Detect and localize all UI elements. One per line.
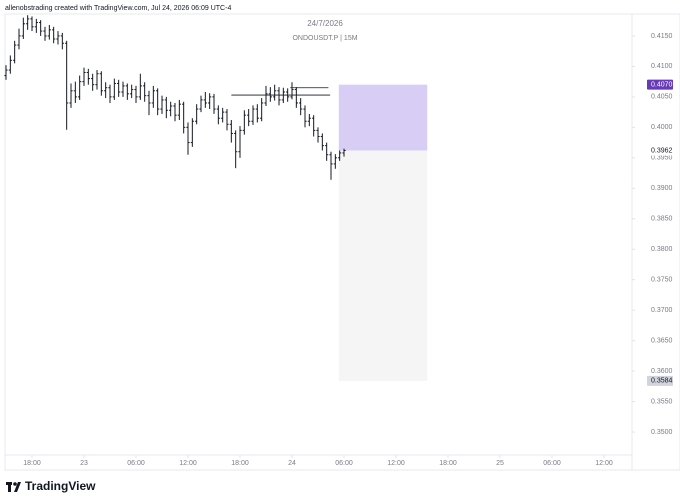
header: allenobstrading created with TradingView… [5, 5, 231, 12]
stop-price-label-bg [647, 375, 673, 386]
x-tick-label: 06:00 [543, 460, 561, 467]
x-tick-label: 12:00 [387, 460, 405, 467]
x-tick-label: 06:00 [335, 460, 353, 467]
x-tick-label: 18:00 [231, 460, 249, 467]
x-tick-label: 06:00 [127, 460, 145, 467]
y-tick-label: 0.3650 [651, 337, 673, 344]
x-tick-label: 25 [496, 460, 504, 467]
x-tick-label: 18:00 [439, 460, 457, 467]
y-tick-label: 0.3700 [651, 307, 673, 314]
brand: TradingView [25, 479, 96, 493]
last-price-label: 0.3962 [651, 147, 673, 154]
x-tick-label: 23 [80, 460, 88, 467]
chart-subtitle: ONDOUSDT.P | 15M [292, 35, 357, 42]
y-tick-label: 0.3550 [651, 398, 673, 405]
brand-logo [6, 482, 21, 492]
y-tick-label: 0.3500 [651, 429, 673, 436]
chart-title: 24/7/2026 [307, 19, 343, 28]
target-zone [338, 84, 428, 151]
stop-zone [338, 150, 428, 381]
y-tick-label: 0.3900 [651, 185, 673, 192]
target-price-label-bg [647, 79, 673, 90]
y-tick-label: 0.3950 [651, 155, 673, 162]
y-tick-label: 0.4050 [651, 94, 673, 101]
y-tick-label: 0.3600 [651, 368, 673, 375]
last-price-label-bg [647, 145, 673, 156]
y-tick-label: 0.3800 [651, 246, 673, 253]
target-price-label: 0.4070 [651, 82, 673, 89]
y-tick-label: 0.3750 [651, 277, 673, 284]
y-tick-label: 0.4150 [651, 33, 673, 40]
frame [4, 13, 680, 471]
y-tick-label: 0.4100 [651, 63, 673, 70]
x-tick-label: 24 [288, 460, 296, 467]
y-tick-label: 0.3850 [651, 216, 673, 223]
x-tick-label: 18:00 [23, 460, 41, 467]
y-tick-label: 0.4000 [651, 124, 673, 131]
x-tick-label: 12:00 [595, 460, 613, 467]
stop-price-label: 0.3584 [651, 378, 673, 385]
x-tick-label: 12:00 [179, 460, 197, 467]
